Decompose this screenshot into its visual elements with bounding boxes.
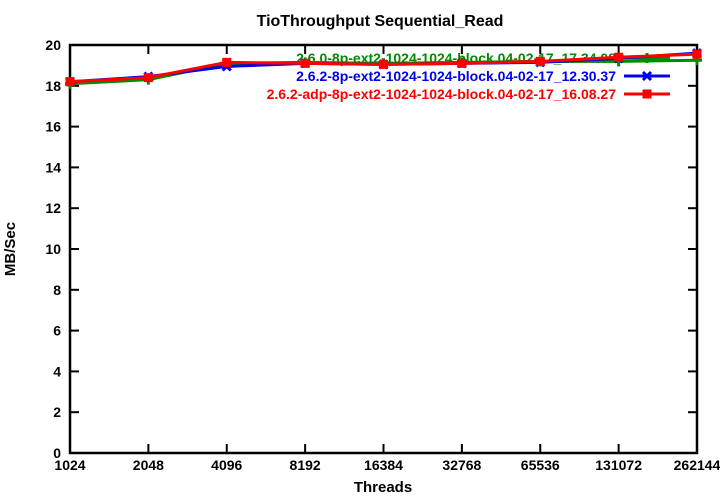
square-marker bbox=[535, 56, 545, 66]
plot-border bbox=[68, 43, 699, 455]
x-tick-label: 4096 bbox=[211, 457, 242, 473]
x-tick-label: 2048 bbox=[133, 457, 164, 473]
legend-entry: 2.6.2-8p-ext2-1024-1024-block.04-02-17_1… bbox=[296, 68, 670, 84]
x-tick-label: 262144 bbox=[674, 457, 720, 473]
data-series bbox=[64, 48, 703, 89]
x-tick-label: 8192 bbox=[290, 457, 321, 473]
square-marker bbox=[65, 77, 75, 87]
series-square bbox=[65, 49, 702, 87]
axes: 1024 2048 4096 8192 16384 32768 65536 131072 262… bbox=[45, 37, 720, 473]
y-tick-label: 6 bbox=[53, 323, 61, 339]
y-axis-label: MB/Sec bbox=[2, 222, 19, 276]
square-marker bbox=[143, 73, 153, 83]
y-tick-label: 18 bbox=[45, 78, 61, 94]
square-marker bbox=[614, 52, 624, 62]
square-marker bbox=[300, 58, 310, 68]
y-tick-label: 8 bbox=[53, 282, 61, 298]
square-marker bbox=[222, 57, 232, 67]
y-tick-label: 10 bbox=[45, 241, 61, 257]
x-tick-label: 1024 bbox=[54, 457, 85, 473]
square-marker bbox=[379, 59, 388, 69]
square-marker bbox=[692, 49, 702, 59]
x-axis-label: Threads bbox=[354, 479, 412, 496]
x-marker bbox=[641, 70, 653, 82]
legend-entry-label: 2.6.2-adp-8p-ext2-1024-1024-block.04-02-… bbox=[267, 86, 617, 102]
y-tick-label: 20 bbox=[45, 37, 61, 53]
square-marker bbox=[457, 58, 467, 68]
y-tick-label: 12 bbox=[45, 200, 61, 216]
y-tick-label: 4 bbox=[53, 363, 61, 379]
y-tick-label: 16 bbox=[45, 119, 61, 135]
chart-title: TioThroughput Sequential_Read bbox=[257, 13, 504, 30]
y-tick-label: 0 bbox=[53, 445, 61, 461]
y-tick-label: 2 bbox=[53, 404, 61, 420]
legend-entry: 2.6.2-adp-8p-ext2-1024-1024-block.04-02-… bbox=[267, 86, 670, 102]
square-marker bbox=[642, 89, 652, 99]
x-tick-label: 131072 bbox=[595, 457, 642, 473]
x-tick-label: 16384 bbox=[364, 457, 403, 473]
x-tick-label: 65536 bbox=[521, 457, 560, 473]
x-tick-label: 32768 bbox=[442, 457, 481, 473]
y-tick-label: 14 bbox=[45, 159, 61, 175]
legend-entry-label: 2.6.2-8p-ext2-1024-1024-block.04-02-17_1… bbox=[296, 68, 616, 84]
